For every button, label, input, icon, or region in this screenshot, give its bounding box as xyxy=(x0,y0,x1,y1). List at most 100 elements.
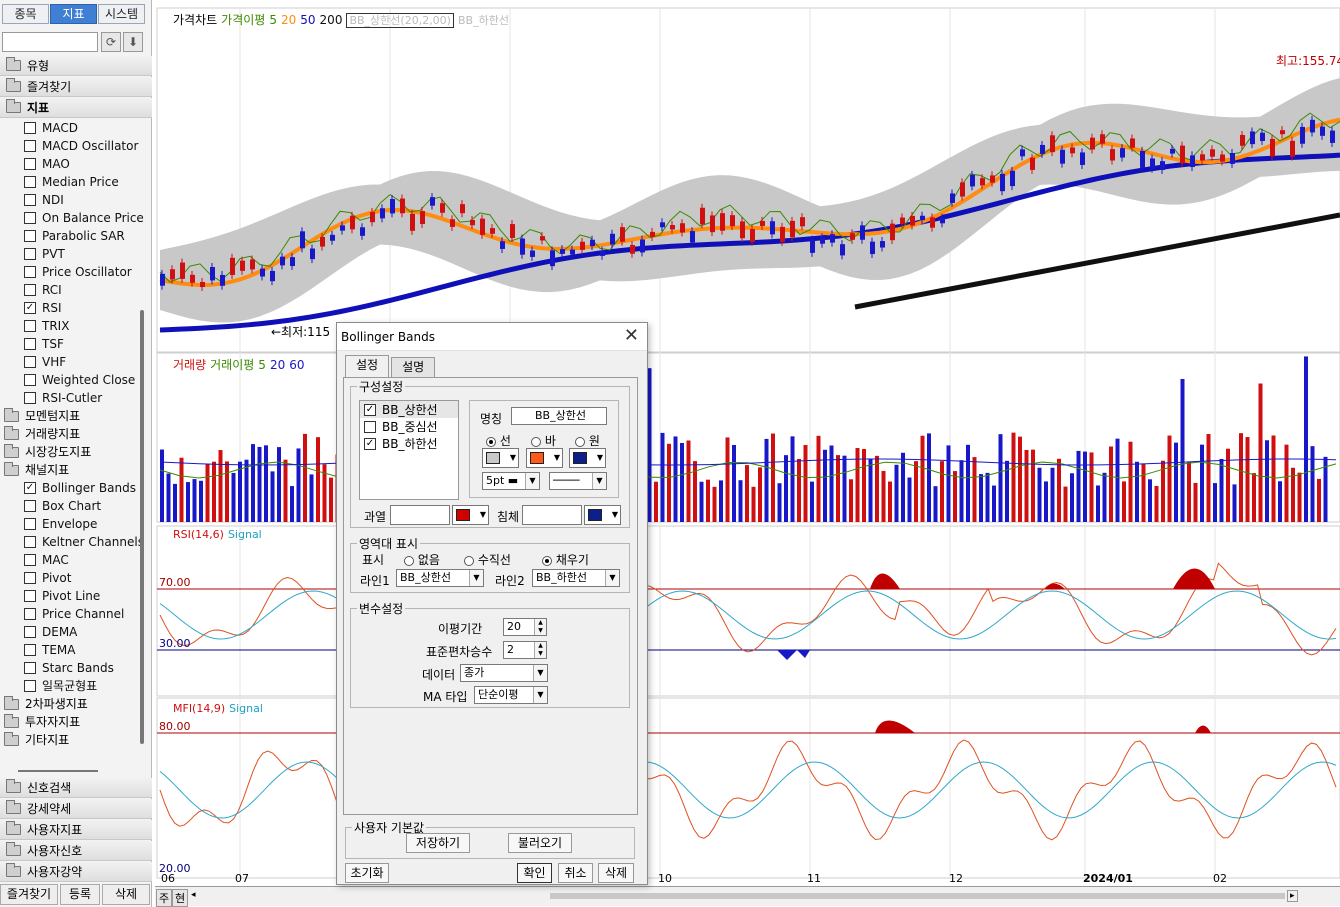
indicator-item[interactable]: MAO xyxy=(0,155,152,173)
shape-radio-bar[interactable]: 바 xyxy=(531,432,556,449)
checkbox[interactable] xyxy=(24,176,36,188)
area-radio-fill[interactable]: 채우기 xyxy=(542,551,589,568)
line-color-picker[interactable]: ▼ xyxy=(482,448,519,468)
checkbox[interactable] xyxy=(24,518,36,530)
group-indicators[interactable]: 지표 xyxy=(0,98,152,118)
indicator-item[interactable]: Starc Bands xyxy=(0,659,152,677)
overbought-color-picker[interactable]: ▼ xyxy=(452,505,489,525)
checkbox[interactable] xyxy=(24,284,36,296)
period-current-button[interactable]: 현 xyxy=(172,889,189,907)
checkbox[interactable] xyxy=(24,248,36,260)
delete-indicator-button[interactable]: 삭제 xyxy=(598,863,634,883)
group-favorites[interactable]: 즐겨찾기 xyxy=(0,77,152,97)
radio[interactable] xyxy=(486,436,496,447)
subgroup-item[interactable]: 2차파생지표 xyxy=(0,695,152,713)
checkbox[interactable] xyxy=(24,338,36,350)
indicator-item[interactable]: TSF xyxy=(0,335,152,353)
checkbox[interactable] xyxy=(24,392,36,404)
checkbox[interactable] xyxy=(24,680,36,692)
indicator-item[interactable]: Price Oscillator xyxy=(0,263,152,281)
chart-canvas[interactable] xyxy=(155,0,1340,886)
group-type[interactable]: 유형 xyxy=(0,56,152,76)
indicator-item[interactable]: RCI xyxy=(0,281,152,299)
checkbox[interactable] xyxy=(364,420,376,433)
checkbox[interactable]: ✓ xyxy=(364,403,376,416)
checkbox[interactable] xyxy=(24,590,36,602)
subgroup-item[interactable]: 채널지표 xyxy=(0,461,152,479)
indicator-item[interactable]: Median Price xyxy=(0,173,152,191)
subgroup-item[interactable]: 강세약세 xyxy=(0,799,152,819)
indicator-item[interactable]: Box Chart xyxy=(0,497,152,515)
indicator-item[interactable]: Parabolic SAR xyxy=(0,227,152,245)
list-item-bb-lower[interactable]: ✓ BB_하한선 xyxy=(360,435,458,452)
ma-type-select[interactable]: 단순이평 ▼ xyxy=(474,686,548,704)
indicator-item[interactable]: MACD Oscillator xyxy=(0,137,152,155)
scroll-left-icon[interactable]: ◂ xyxy=(191,890,196,900)
line2-select[interactable]: BB_하한선 ▼ xyxy=(532,569,620,587)
tab-settings[interactable]: 설정 xyxy=(345,355,390,377)
indicator-item[interactable]: ✓ Bollinger Bands xyxy=(0,479,152,497)
oversold-field[interactable] xyxy=(522,505,582,525)
stepper-icon[interactable]: ▲ ▼ xyxy=(534,642,546,658)
checkbox[interactable] xyxy=(24,230,36,242)
tab-description[interactable]: 설명 xyxy=(391,357,436,377)
fill-color-picker[interactable]: ▼ xyxy=(526,448,563,468)
border-color-picker[interactable]: ▼ xyxy=(569,448,606,468)
indicator-item[interactable]: MAC xyxy=(0,551,152,569)
line1-select[interactable]: BB_상한선 ▼ xyxy=(396,569,484,587)
delete-button[interactable]: 삭제 xyxy=(102,884,150,905)
subgroup-item[interactable]: 사용자강약 xyxy=(0,862,152,882)
indicator-item[interactable]: TRIX xyxy=(0,317,152,335)
radio[interactable] xyxy=(531,436,541,447)
reset-button[interactable]: 초기화 xyxy=(345,863,389,883)
checkbox[interactable] xyxy=(24,356,36,368)
indicator-item[interactable]: ✓ RSI xyxy=(0,299,152,317)
legend-bb-lower[interactable]: BB_하한선 xyxy=(457,14,509,27)
scroll-thumb[interactable] xyxy=(550,893,1285,899)
search-input[interactable] xyxy=(2,32,98,52)
chart-area[interactable]: 가격차트 가격이평 5 20 50 200 BB_상한선(20,2,00) BB_하한선 최고… xyxy=(155,0,1340,907)
subgroup-item[interactable]: 기타지표 xyxy=(0,731,152,749)
tab-indicator[interactable]: 지표 xyxy=(50,4,97,24)
checkbox[interactable] xyxy=(24,374,36,386)
checkbox[interactable] xyxy=(24,626,36,638)
line-width-select[interactable]: 5pt ▬ ▼ xyxy=(482,472,540,490)
area-radio-none[interactable]: 없음 xyxy=(404,551,440,568)
subgroup-item[interactable]: 거래량지표 xyxy=(0,425,152,443)
stepper-icon[interactable]: ▲ ▼ xyxy=(534,619,546,635)
tab-system[interactable]: 시스템 xyxy=(98,4,145,24)
checkbox[interactable] xyxy=(24,266,36,278)
subgroup-item[interactable]: 사용자지표 xyxy=(0,820,152,840)
checkbox[interactable] xyxy=(24,194,36,206)
overbought-field[interactable] xyxy=(390,505,450,525)
checkbox[interactable] xyxy=(24,212,36,224)
checkbox[interactable] xyxy=(24,572,36,584)
subgroup-item[interactable]: 시장강도지표 xyxy=(0,443,152,461)
sidebar-scrollbar[interactable] xyxy=(140,310,144,744)
checkbox[interactable]: ✓ xyxy=(364,437,376,450)
indicator-item[interactable]: TEMA xyxy=(0,641,152,659)
oversold-color-picker[interactable]: ▼ xyxy=(584,505,621,525)
ok-button[interactable]: 확인 xyxy=(517,863,552,883)
radio[interactable] xyxy=(464,555,474,566)
checkbox[interactable] xyxy=(24,644,36,656)
subgroup-item[interactable]: 투자자지표 xyxy=(0,713,152,731)
radio[interactable] xyxy=(404,555,414,566)
load-defaults-button[interactable]: 불러오기 xyxy=(508,833,572,853)
indicator-item[interactable]: Pivot xyxy=(0,569,152,587)
refresh-icon[interactable]: ⟳ xyxy=(101,32,121,52)
scroll-right-icon[interactable]: ▸ xyxy=(1287,890,1298,902)
download-icon[interactable]: ⬇ xyxy=(123,32,143,52)
area-radio-vertical[interactable]: 수직선 xyxy=(464,551,511,568)
tab-stock[interactable]: 종목 xyxy=(2,4,49,24)
name-field[interactable]: BB_상한선 xyxy=(511,407,607,425)
checkbox[interactable] xyxy=(24,608,36,620)
legend-bb-upper[interactable]: BB_상한선(20,2,00) xyxy=(346,13,454,28)
cancel-button[interactable]: 취소 xyxy=(558,863,593,883)
checkbox[interactable] xyxy=(24,158,36,170)
period-week-button[interactable]: 주 xyxy=(156,889,173,907)
checkbox[interactable]: ✓ xyxy=(24,302,36,314)
stddev-input[interactable]: 2 ▲ ▼ xyxy=(503,641,547,659)
line-style-select[interactable]: ──── ▼ xyxy=(549,472,607,490)
indicator-item[interactable]: On Balance Price xyxy=(0,209,152,227)
